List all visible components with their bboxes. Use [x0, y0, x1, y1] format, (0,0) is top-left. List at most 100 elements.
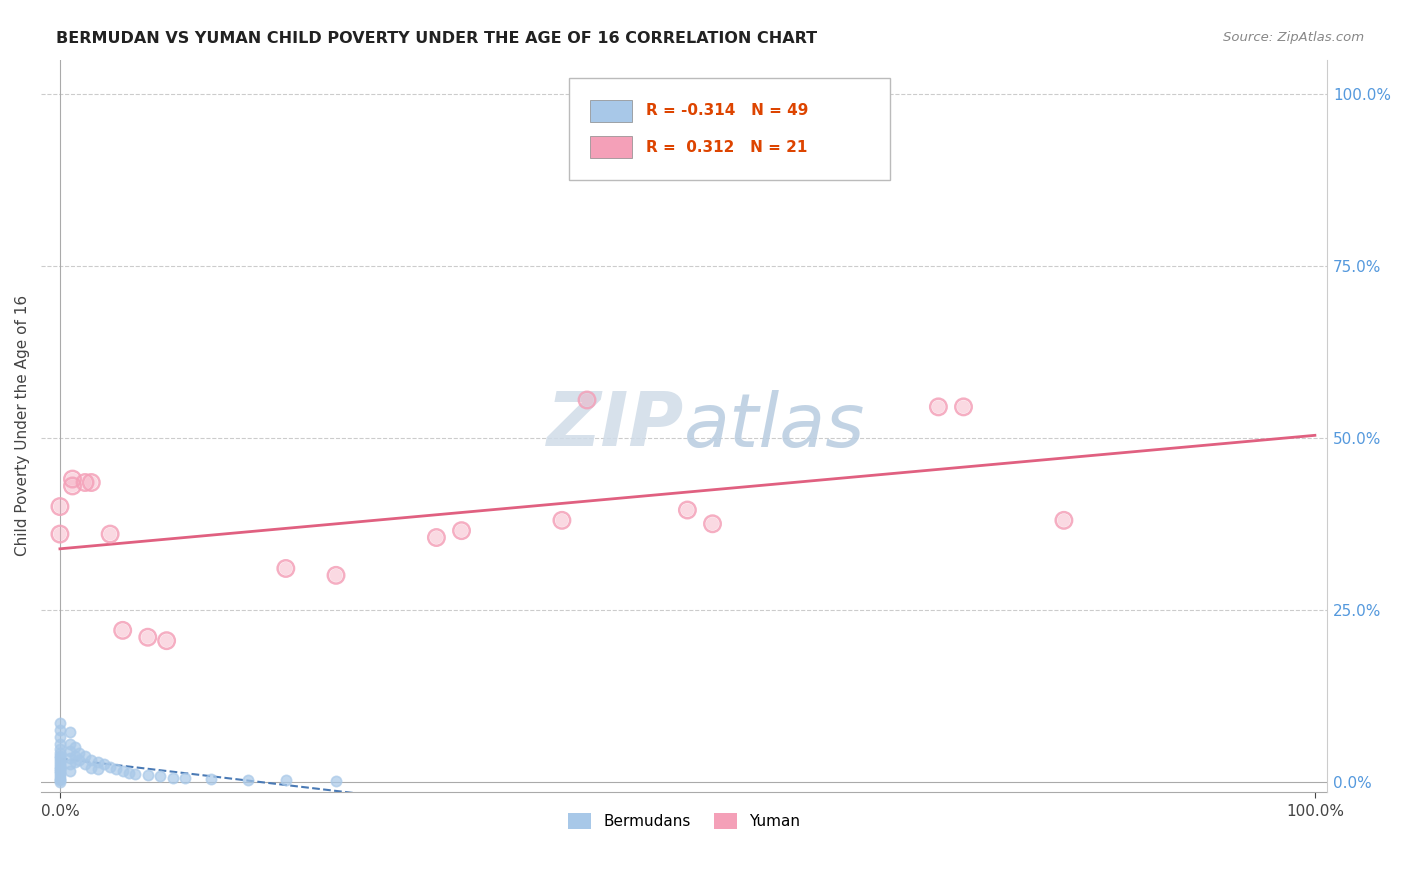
Point: [62, 472, 84, 486]
Point: [49, 772, 72, 786]
Point: [80, 475, 103, 490]
Text: atlas: atlas: [685, 390, 866, 462]
FancyBboxPatch shape: [591, 136, 631, 159]
Point: [111, 624, 134, 638]
Point: [49, 716, 72, 731]
Point: [49, 746, 72, 760]
Point: [425, 531, 447, 545]
Point: [1053, 513, 1076, 527]
Point: [551, 513, 574, 527]
Point: [59, 744, 82, 758]
Point: [63, 740, 86, 755]
Point: [98, 527, 121, 541]
Point: [49, 730, 72, 744]
Point: [73, 475, 96, 490]
Point: [59, 764, 82, 779]
Point: [86, 762, 108, 776]
Point: [325, 568, 347, 582]
Point: [174, 771, 197, 785]
Text: R =  0.312   N = 21: R = 0.312 N = 21: [645, 140, 807, 155]
Point: [67, 753, 90, 767]
Point: [73, 475, 96, 490]
Point: [274, 773, 297, 788]
Point: [49, 748, 72, 763]
Point: [238, 772, 260, 787]
Point: [49, 773, 72, 788]
Point: [155, 633, 177, 648]
Point: [325, 568, 347, 582]
Point: [425, 531, 447, 545]
Point: [200, 772, 222, 786]
Point: [98, 527, 121, 541]
Point: [49, 759, 72, 773]
Point: [62, 472, 84, 486]
Point: [49, 527, 72, 541]
Point: [576, 392, 599, 407]
Point: [927, 400, 949, 414]
Point: [676, 503, 699, 517]
Point: [702, 516, 724, 531]
Point: [49, 762, 72, 776]
Point: [136, 630, 159, 644]
Point: [62, 479, 84, 493]
Point: [118, 765, 141, 780]
Point: [86, 756, 108, 770]
Point: [49, 723, 72, 737]
Point: [136, 768, 159, 782]
Point: [274, 561, 297, 575]
Point: [80, 761, 103, 775]
Text: Source: ZipAtlas.com: Source: ZipAtlas.com: [1223, 31, 1364, 45]
Legend: Bermudans, Yuman: Bermudans, Yuman: [562, 807, 806, 836]
Point: [49, 769, 72, 783]
Text: R = -0.314   N = 49: R = -0.314 N = 49: [645, 103, 808, 119]
Point: [325, 774, 347, 789]
Point: [576, 392, 599, 407]
Text: BERMUDAN VS YUMAN CHILD POVERTY UNDER THE AGE OF 16 CORRELATION CHART: BERMUDAN VS YUMAN CHILD POVERTY UNDER TH…: [56, 31, 817, 46]
Point: [80, 475, 103, 490]
Point: [111, 764, 134, 779]
Point: [59, 737, 82, 751]
Point: [73, 757, 96, 772]
Point: [67, 746, 90, 760]
Point: [49, 500, 72, 514]
Point: [952, 400, 974, 414]
Point: [63, 748, 86, 763]
Point: [80, 753, 103, 767]
Text: ZIP: ZIP: [547, 389, 685, 462]
Y-axis label: Child Poverty Under the Age of 16: Child Poverty Under the Age of 16: [15, 295, 30, 557]
Point: [49, 754, 72, 768]
FancyBboxPatch shape: [591, 100, 631, 122]
Point: [952, 400, 974, 414]
Point: [93, 757, 115, 772]
Point: [702, 516, 724, 531]
Point: [59, 725, 82, 739]
Point: [49, 766, 72, 780]
Point: [49, 500, 72, 514]
Point: [927, 400, 949, 414]
Point: [49, 774, 72, 789]
Point: [136, 630, 159, 644]
Point: [49, 527, 72, 541]
Point: [155, 633, 177, 648]
FancyBboxPatch shape: [568, 78, 890, 180]
Point: [111, 624, 134, 638]
Point: [98, 759, 121, 773]
Point: [62, 479, 84, 493]
Point: [49, 764, 72, 779]
Point: [59, 750, 82, 764]
Point: [49, 751, 72, 765]
Point: [124, 767, 146, 781]
Point: [450, 524, 472, 538]
Point: [49, 737, 72, 751]
Point: [63, 756, 86, 770]
Point: [59, 757, 82, 772]
Point: [105, 762, 128, 776]
Point: [676, 503, 699, 517]
Point: [551, 513, 574, 527]
Point: [450, 524, 472, 538]
Point: [149, 769, 172, 783]
Point: [73, 748, 96, 763]
Point: [162, 771, 184, 785]
Point: [49, 756, 72, 771]
Point: [49, 741, 72, 756]
